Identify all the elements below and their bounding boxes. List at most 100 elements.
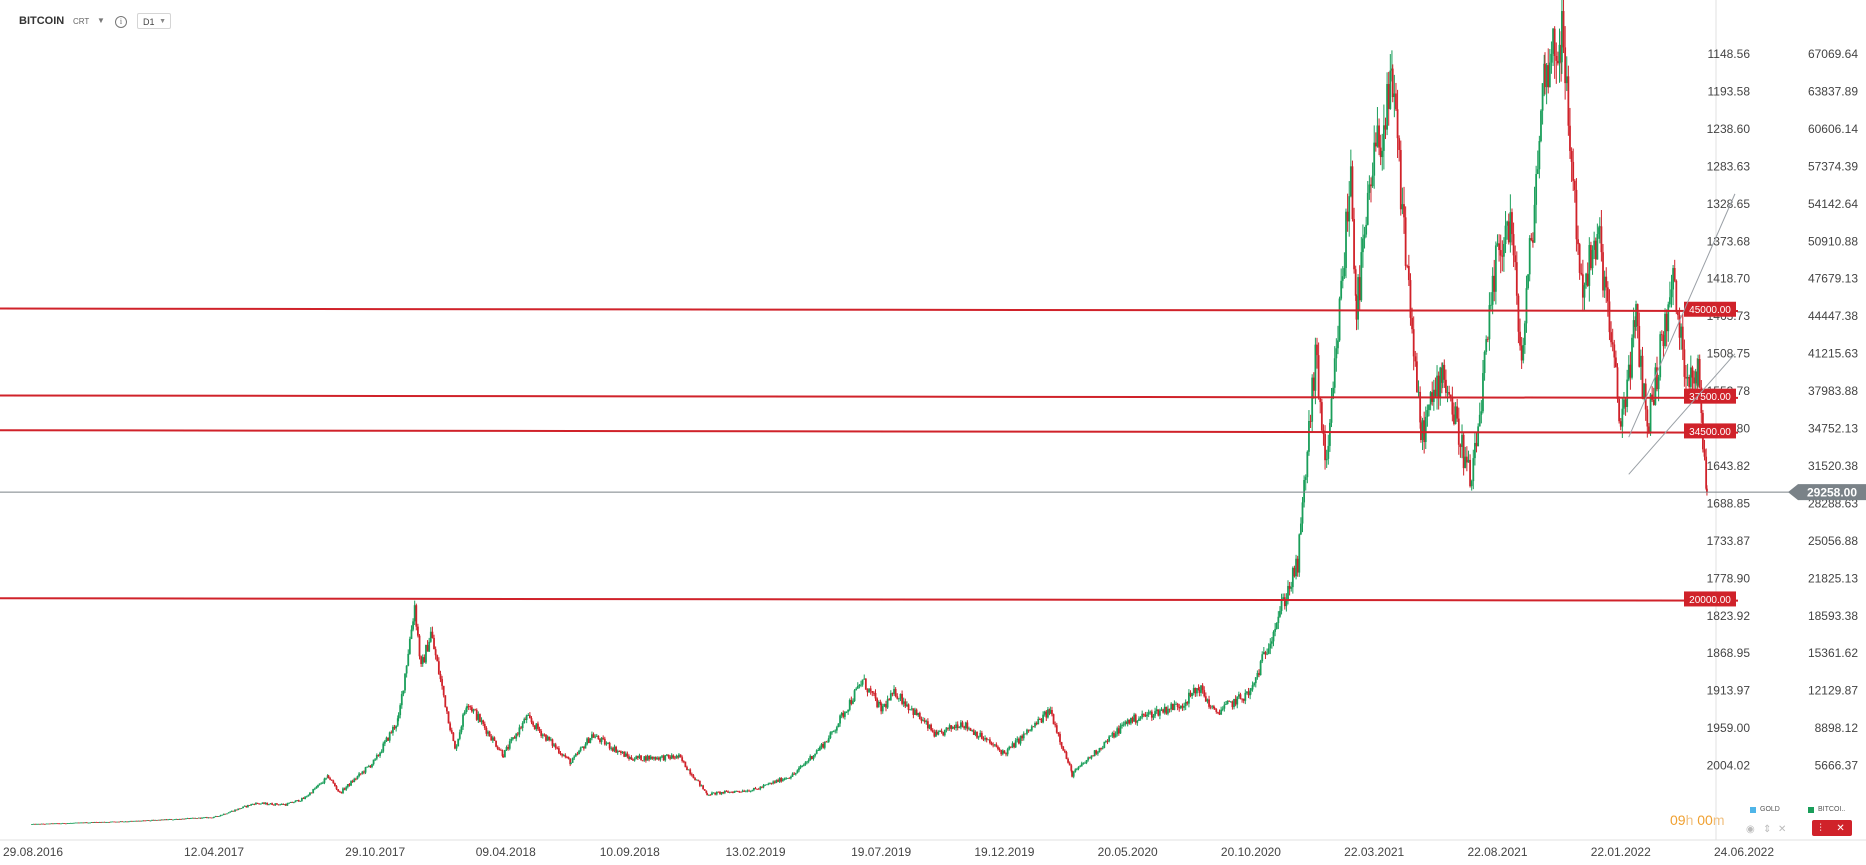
candle-body	[97, 822, 99, 823]
candle-body	[538, 728, 541, 731]
candle-body	[564, 755, 567, 757]
candle-body	[628, 757, 631, 759]
candle-body	[127, 821, 130, 823]
candle-body	[1363, 234, 1366, 239]
legend-item-gold[interactable]: GOLD	[1750, 806, 1780, 813]
candle-body	[1580, 272, 1583, 275]
candle-body	[712, 792, 715, 794]
candle-body	[702, 785, 705, 790]
candle-body	[1544, 63, 1546, 88]
candle-body	[289, 801, 292, 803]
candle-body	[307, 795, 310, 797]
candle-body	[615, 746, 617, 753]
candle-body	[589, 738, 592, 743]
candle-body	[1291, 567, 1294, 588]
candle-body	[272, 804, 275, 806]
candle-body	[1509, 212, 1512, 243]
candle-body	[315, 786, 318, 789]
candle-body	[1241, 698, 1243, 700]
channel-line	[1628, 353, 1736, 475]
candle-body	[90, 822, 93, 823]
info-icon[interactable]: i	[115, 16, 127, 28]
candle-body	[232, 810, 235, 812]
candle-body	[751, 790, 754, 792]
candle-body	[1517, 295, 1520, 332]
candle-body	[151, 819, 153, 821]
candle-body	[1602, 252, 1604, 291]
candle-body	[845, 711, 848, 713]
candle-body	[1282, 597, 1285, 601]
candle-body	[1641, 355, 1644, 399]
candle-body	[50, 823, 53, 825]
eye-icon[interactable]: ◉	[1746, 824, 1755, 835]
candle-body	[282, 803, 285, 805]
candle-body	[1088, 757, 1091, 759]
candle-body	[1555, 56, 1558, 61]
candle-body	[210, 817, 213, 819]
candle-body	[81, 822, 83, 824]
candle-body	[1697, 359, 1699, 386]
candle-body	[1498, 243, 1500, 251]
candle-body	[1626, 379, 1629, 407]
candle-body	[537, 723, 539, 729]
symbol-label[interactable]: BITCOIN	[19, 15, 65, 27]
remove-series-icon[interactable]: ✕	[1836, 822, 1845, 834]
candle-body	[1126, 719, 1129, 724]
candle-body	[1511, 212, 1513, 235]
candle-body	[1395, 93, 1397, 110]
candle-body	[869, 688, 872, 692]
candle-body	[1080, 763, 1083, 767]
candle-body	[1074, 769, 1077, 772]
candle-body	[1593, 240, 1596, 250]
candle-body	[1001, 750, 1004, 755]
candle-body	[122, 821, 125, 823]
candle-body	[305, 796, 308, 798]
candle-body	[1409, 280, 1412, 318]
candle-body	[1404, 217, 1407, 266]
candle-body	[920, 719, 923, 721]
candle-body	[1362, 238, 1364, 253]
close-icon[interactable]: ✕	[1778, 824, 1787, 835]
candle-body	[1693, 377, 1695, 384]
y-tick-label-right: 41215.63	[1808, 347, 1858, 361]
candle-body	[714, 792, 717, 795]
candle-body	[907, 704, 910, 710]
timeframe-select[interactable]: D1 ▼	[137, 13, 171, 29]
candle-body	[1027, 729, 1030, 731]
candle-body	[814, 753, 816, 756]
candle-body	[224, 813, 227, 815]
candle-body	[1391, 68, 1394, 98]
candle-body	[1445, 379, 1447, 393]
candle-body	[227, 812, 230, 814]
candle-body	[901, 693, 903, 704]
candle-body	[1298, 534, 1301, 573]
candle-body	[1454, 406, 1457, 425]
candle-body	[1623, 399, 1625, 409]
candle-body	[520, 727, 522, 729]
candle-body	[752, 787, 755, 791]
candle-body	[783, 779, 786, 780]
candle-body	[930, 724, 933, 731]
candle-body	[502, 756, 505, 758]
legend-item-bitcoin[interactable]: BITCOI..	[1808, 806, 1845, 813]
sort-icon[interactable]: ⇕	[1763, 824, 1772, 835]
candle-body	[918, 712, 921, 720]
candle-body	[725, 790, 728, 792]
candle-body	[300, 798, 303, 801]
candle-body	[1483, 351, 1486, 374]
candle-body	[207, 817, 210, 819]
candle-body	[636, 756, 639, 758]
candle-body	[843, 712, 846, 717]
candle-body	[621, 751, 624, 753]
chevron-down-icon[interactable]: ▼	[97, 16, 105, 25]
candle-body	[1340, 280, 1343, 299]
candle-body	[643, 756, 646, 761]
candle-body	[1615, 357, 1617, 368]
candle-body	[329, 778, 331, 780]
settings-icon[interactable]: ⫶	[1819, 822, 1822, 834]
candle-body	[1038, 718, 1041, 720]
candle-body	[1688, 376, 1691, 387]
candle-body	[1598, 227, 1600, 235]
candle-body	[1034, 722, 1036, 727]
